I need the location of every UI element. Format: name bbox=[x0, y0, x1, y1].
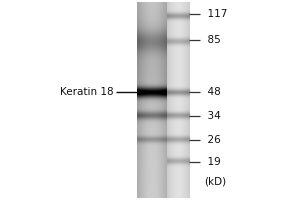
Text: Keratin 18: Keratin 18 bbox=[60, 87, 114, 97]
Text: 34: 34 bbox=[201, 111, 221, 121]
Text: 85: 85 bbox=[201, 35, 221, 45]
Text: 19: 19 bbox=[201, 157, 221, 167]
Text: 117: 117 bbox=[201, 9, 227, 19]
Text: (kD): (kD) bbox=[204, 177, 226, 187]
Text: 48: 48 bbox=[201, 87, 221, 97]
Text: 26: 26 bbox=[201, 135, 221, 145]
